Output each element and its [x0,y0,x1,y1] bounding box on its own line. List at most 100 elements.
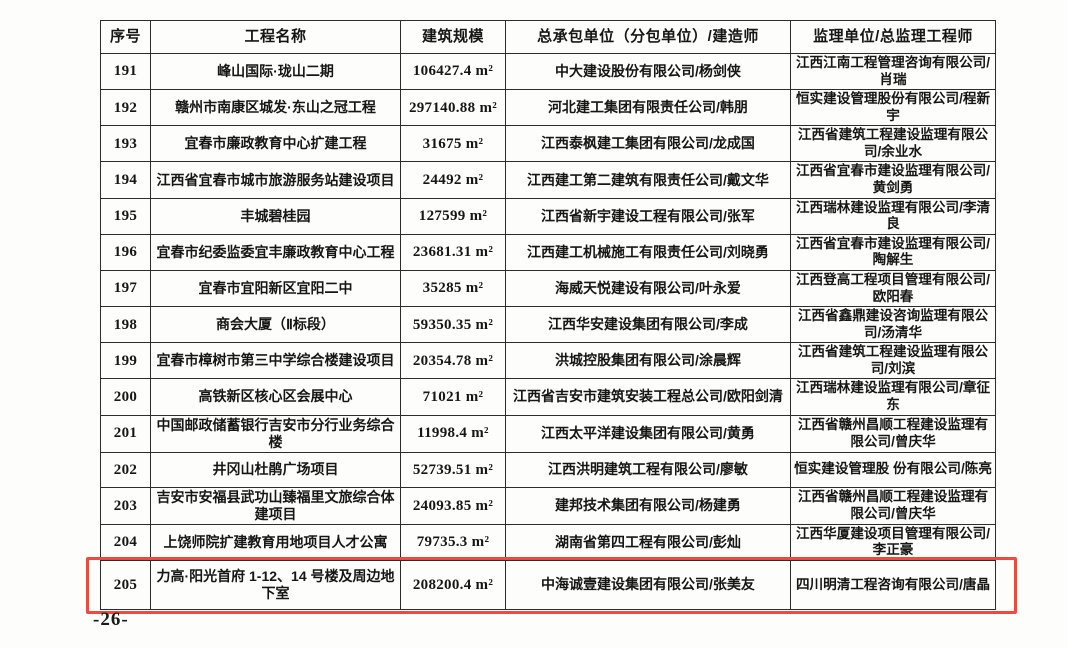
column-header-scale: 建筑规模 [400,20,506,54]
cell-contractor: 海威天悦建设有限公司/叶永爱 [505,269,791,308]
cell-serial-number: 191 [100,52,151,91]
table-row: 204 上饶师院扩建教育用地项目人才公寓 79735.3 m² 湖南省第四工程有… [100,523,996,562]
cell-serial-number: 201 [100,414,151,453]
table-row: 197 宜春市宜阳新区宜阳二中 35285 m² 海威天悦建设有限公司/叶永爱 … [100,269,996,308]
cell-supervisor: 江西登高工程项目管理有限公司/欧阳春 [790,269,996,308]
page-number: -26- [93,609,129,630]
cell-supervisor: 江西省建筑工程建设监理有限公司/刘滨 [790,342,996,380]
table-row: 198 商会大厦（Ⅱ标段） 59350.35 m² 江西华安建设集团有限公司/李… [100,306,996,344]
cell-contractor: 中海诚壹建设集团有限公司/张美友 [505,560,791,611]
cell-project-name: 上饶师院扩建教育用地项目人才公寓 [150,523,401,562]
cell-serial-number: 192 [100,89,151,127]
table-header-row: 序号 工程名称 建筑规模 总承包单位（分包单位）/建造师 监理单位/总监理工程师 [100,20,996,54]
cell-supervisor: 恒实建设管理股 份有限公司/陈亮 [790,451,996,488]
projects-table: 序号 工程名称 建筑规模 总承包单位（分包单位）/建造师 监理单位/总监理工程师 191… [100,20,996,611]
cell-contractor: 江西泰枫建工集团有限公司/龙成国 [505,125,791,163]
cell-building-scale: 20354.78 m² [400,342,506,380]
column-header-contractor: 总承包单位（分包单位）/建造师 [505,20,791,54]
cell-project-name: 吉安市安福县武功山臻福里文旅综合体建项目 [150,486,401,525]
cell-supervisor: 江西省建筑工程建设监理有限公司/余业水 [790,125,996,163]
cell-building-scale: 31675 m² [400,125,506,163]
table-row: 200 高铁新区核心区会展中心 71021 m² 江西省吉安市建筑安装工程总公司… [100,378,996,416]
cell-contractor: 中大建设股份有限公司/杨剑侠 [505,52,791,91]
table-row: 199 宜春市樟树市第三中学综合楼建设项目 20354.78 m² 洪城控股集团… [100,342,996,380]
cell-contractor: 江西华安建设集团有限公司/李成 [505,306,791,344]
cell-project-name: 丰城碧桂园 [150,197,401,235]
cell-serial-number: 193 [100,125,151,163]
cell-building-scale: 11998.4 m² [400,414,506,453]
table-body: 191 峰山国际·珑山二期 106427.4 m² 中大建设股份有限公司/杨剑侠… [100,52,996,611]
cell-project-name: 宜春市樟树市第三中学综合楼建设项目 [150,342,401,380]
column-header-no: 序号 [100,20,151,54]
cell-serial-number: 205 [100,560,151,611]
cell-building-scale: 24492 m² [400,161,506,199]
cell-project-name: 高铁新区核心区会展中心 [150,378,401,416]
cell-contractor: 江西太平洋建设集团有限公司/黄勇 [505,414,791,453]
table-row: 203 吉安市安福县武功山臻福里文旅综合体建项目 24093.85 m² 建邦技… [100,486,996,525]
cell-project-name: 峰山国际·珑山二期 [150,52,401,91]
cell-contractor: 江西省吉安市建筑安装工程总公司/欧阳剑清 [505,378,791,416]
cell-contractor: 江西建工第二建筑有限责任公司/戴文华 [505,161,791,199]
cell-project-name: 商会大厦（Ⅱ标段） [150,306,401,344]
cell-project-name: 力高·阳光首府 1-12、14 号楼及周边地下室 [150,560,401,611]
cell-supervisor: 江西江南工程管理咨询有限公司/肖瑞 [790,52,996,91]
cell-supervisor: 江西省宜春市建设监理有限公司/陶解生 [790,233,996,271]
cell-building-scale: 71021 m² [400,378,506,416]
cell-contractor: 江西省新宇建设工程有限公司/张军 [505,197,791,235]
cell-building-scale: 35285 m² [400,269,506,308]
table-row: 205 力高·阳光首府 1-12、14 号楼及周边地下室 208200.4 m²… [100,560,996,611]
cell-project-name: 江西省宜春市城市旅游服务站建设项目 [150,161,401,199]
cell-building-scale: 23681.31 m² [400,233,506,271]
cell-building-scale: 106427.4 m² [400,52,506,91]
table-row: 196 宜春市纪委监委宜丰廉政教育中心工程 23681.31 m² 江西建工机械… [100,233,996,271]
cell-building-scale: 208200.4 m² [400,560,506,611]
table-row: 195 丰城碧桂园 127599 m² 江西省新宇建设工程有限公司/张军 江西瑞… [100,197,996,235]
table-row: 191 峰山国际·珑山二期 106427.4 m² 中大建设股份有限公司/杨剑侠… [100,52,996,91]
cell-supervisor: 江西华厦建设项目管理有限公司/李正豪 [790,523,996,562]
cell-supervisor: 恒实建设管理股份有限公司/程新宇 [790,89,996,127]
cell-serial-number: 196 [100,233,151,271]
cell-supervisor: 江西省赣州昌顺工程建设监理有限公司/曾庆华 [790,414,996,453]
cell-serial-number: 197 [100,269,151,308]
cell-contractor: 洪城控股集团有限公司/涂晨辉 [505,342,791,380]
cell-serial-number: 200 [100,378,151,416]
cell-building-scale: 52739.51 m² [400,451,506,488]
cell-serial-number: 195 [100,197,151,235]
cell-supervisor: 四川明清工程咨询有限公司/唐晶 [790,560,996,611]
cell-contractor: 建邦技术集团有限公司/杨建勇 [505,486,791,525]
cell-contractor: 江西洪明建筑工程有限公司/廖敏 [505,451,791,488]
cell-project-name: 中国邮政储蓄银行吉安市分行业务综合楼 [150,414,401,453]
cell-contractor: 河北建工集团有限责任公司/韩朋 [505,89,791,127]
cell-contractor: 湖南省第四工程有限公司/彭灿 [505,523,791,562]
column-header-name: 工程名称 [150,20,401,54]
column-header-supervisor: 监理单位/总监理工程师 [790,20,996,54]
table-row: 194 江西省宜春市城市旅游服务站建设项目 24492 m² 江西建工第二建筑有… [100,161,996,199]
cell-serial-number: 203 [100,486,151,525]
cell-supervisor: 江西瑞林建设监理有限公司/章征东 [790,378,996,416]
cell-building-scale: 297140.88 m² [400,89,506,127]
cell-serial-number: 199 [100,342,151,380]
cell-building-scale: 127599 m² [400,197,506,235]
cell-project-name: 宜春市廉政教育中心扩建工程 [150,125,401,163]
cell-supervisor: 江西省赣州昌顺工程建设监理有限公司/曾庆华 [790,486,996,525]
cell-project-name: 宜春市纪委监委宜丰廉政教育中心工程 [150,233,401,271]
table-row: 193 宜春市廉政教育中心扩建工程 31675 m² 江西泰枫建工集团有限公司/… [100,125,996,163]
table-row: 202 井冈山杜鹃广场项目 52739.51 m² 江西洪明建筑工程有限公司/廖… [100,451,996,488]
cell-contractor: 江西建工机械施工有限责任公司/刘晓勇 [505,233,791,271]
cell-building-scale: 59350.35 m² [400,306,506,344]
cell-project-name: 井冈山杜鹃广场项目 [150,451,401,488]
cell-building-scale: 79735.3 m² [400,523,506,562]
cell-serial-number: 194 [100,161,151,199]
cell-serial-number: 202 [100,451,151,488]
cell-building-scale: 24093.85 m² [400,486,506,525]
table-row: 201 中国邮政储蓄银行吉安市分行业务综合楼 11998.4 m² 江西太平洋建… [100,414,996,453]
cell-serial-number: 198 [100,306,151,344]
cell-supervisor: 江西省鑫鼎建设咨询监理有限公司/汤清华 [790,306,996,344]
cell-project-name: 赣州市南康区城发·东山之冠工程 [150,89,401,127]
table-row: 192 赣州市南康区城发·东山之冠工程 297140.88 m² 河北建工集团有… [100,89,996,127]
cell-project-name: 宜春市宜阳新区宜阳二中 [150,269,401,308]
cell-serial-number: 204 [100,523,151,562]
cell-supervisor: 江西瑞林建设监理有限公司/李清良 [790,197,996,235]
cell-supervisor: 江西省宜春市建设监理有限公司/黄剑勇 [790,161,996,199]
